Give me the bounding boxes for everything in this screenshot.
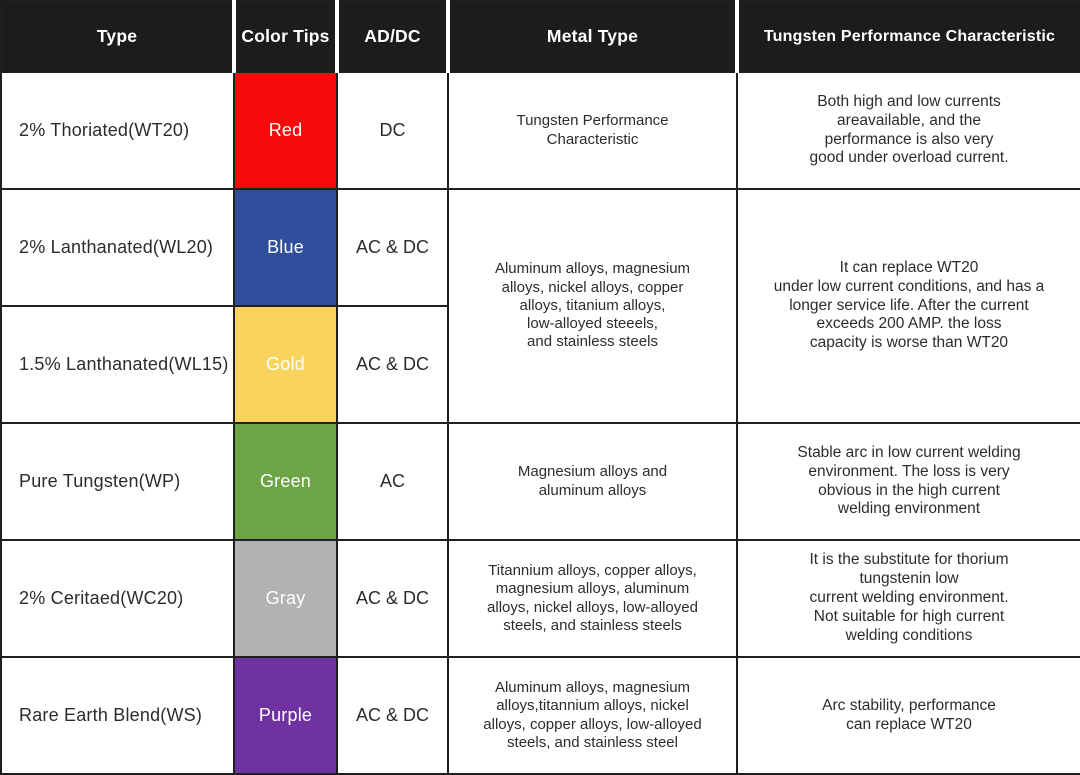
type-cell-ws: Rare Earth Blend(WS) xyxy=(0,656,235,775)
current-cell-wc20: AC & DC xyxy=(336,539,449,658)
color-swatch-red: Red xyxy=(233,71,338,190)
metal-type-cell-ws: Aluminum alloys, magnesium alloys,titann… xyxy=(447,656,738,775)
type-cell-wp: Pure Tungsten(WP) xyxy=(0,422,235,541)
performance-cell-wp: Stable arc in low current welding enviro… xyxy=(736,422,1080,541)
header-performance: Tungsten Performance Characteristic xyxy=(737,1,1080,72)
current-cell-ws: AC & DC xyxy=(336,656,449,775)
type-cell-wl15: 1.5% Lanthanated(WL15) xyxy=(0,305,235,424)
header-row: Type Color Tips AD/DC Metal Type Tungste… xyxy=(1,1,1080,72)
current-cell-wl20: AC & DC xyxy=(336,188,449,307)
performance-cell-wc20: It is the substitute for thorium tungste… xyxy=(736,539,1080,658)
current-cell-wl15: AC & DC xyxy=(336,305,449,424)
current-cell-wp: AC xyxy=(336,422,449,541)
table-row-wp: Pure Tungsten(WP) Green AC Magnesium all… xyxy=(0,422,1080,541)
table-row-wt20: 2% Thoriated(WT20) Red DC Tungsten Perfo… xyxy=(0,71,1080,190)
metal-type-cell-wp: Magnesium alloys and aluminum alloys xyxy=(447,422,738,541)
color-swatch-gold: Gold xyxy=(233,305,338,424)
type-cell-wt20: 2% Thoriated(WT20) xyxy=(0,71,235,190)
header-metal-type: Metal Type xyxy=(448,1,739,72)
header-type: Type xyxy=(1,1,236,72)
header-color-tips: Color Tips xyxy=(234,1,339,72)
color-swatch-blue: Blue xyxy=(233,188,338,307)
table-row-ws: Rare Earth Blend(WS) Purple AC & DC Alum… xyxy=(0,656,1080,775)
type-cell-wc20: 2% Ceritaed(WC20) xyxy=(0,539,235,658)
performance-cell-wt20: Both high and low currents areavailable,… xyxy=(736,71,1080,190)
color-swatch-green: Green xyxy=(233,422,338,541)
metal-type-cell-wl20-wl15: Aluminum alloys, magnesium alloys, nicke… xyxy=(447,188,738,424)
header-ad-dc: AD/DC xyxy=(337,1,450,72)
metal-type-cell-wt20: Tungsten Performance Characteristic xyxy=(447,71,738,190)
table-row-wl20: 2% Lanthanated(WL20) Blue AC & DC Alumin… xyxy=(0,188,1080,424)
metal-type-cell-wc20: Titannium alloys, copper alloys, magnesi… xyxy=(447,539,738,658)
table-row-wl15: 1.5% Lanthanated(WL15) Gold AC & DC xyxy=(0,305,1080,424)
performance-cell-ws: Arc stability, performance can replace W… xyxy=(736,656,1080,775)
current-cell-wt20: DC xyxy=(336,71,449,190)
type-cell-wl20: 2% Lanthanated(WL20) xyxy=(0,188,235,307)
color-swatch-gray: Gray xyxy=(233,539,338,658)
performance-cell-wl20-wl15: It can replace WT20 under low current co… xyxy=(736,188,1080,424)
color-swatch-purple: Purple xyxy=(233,656,338,775)
table-row-wc20: 2% Ceritaed(WC20) Gray AC & DC Titannium… xyxy=(0,539,1080,658)
